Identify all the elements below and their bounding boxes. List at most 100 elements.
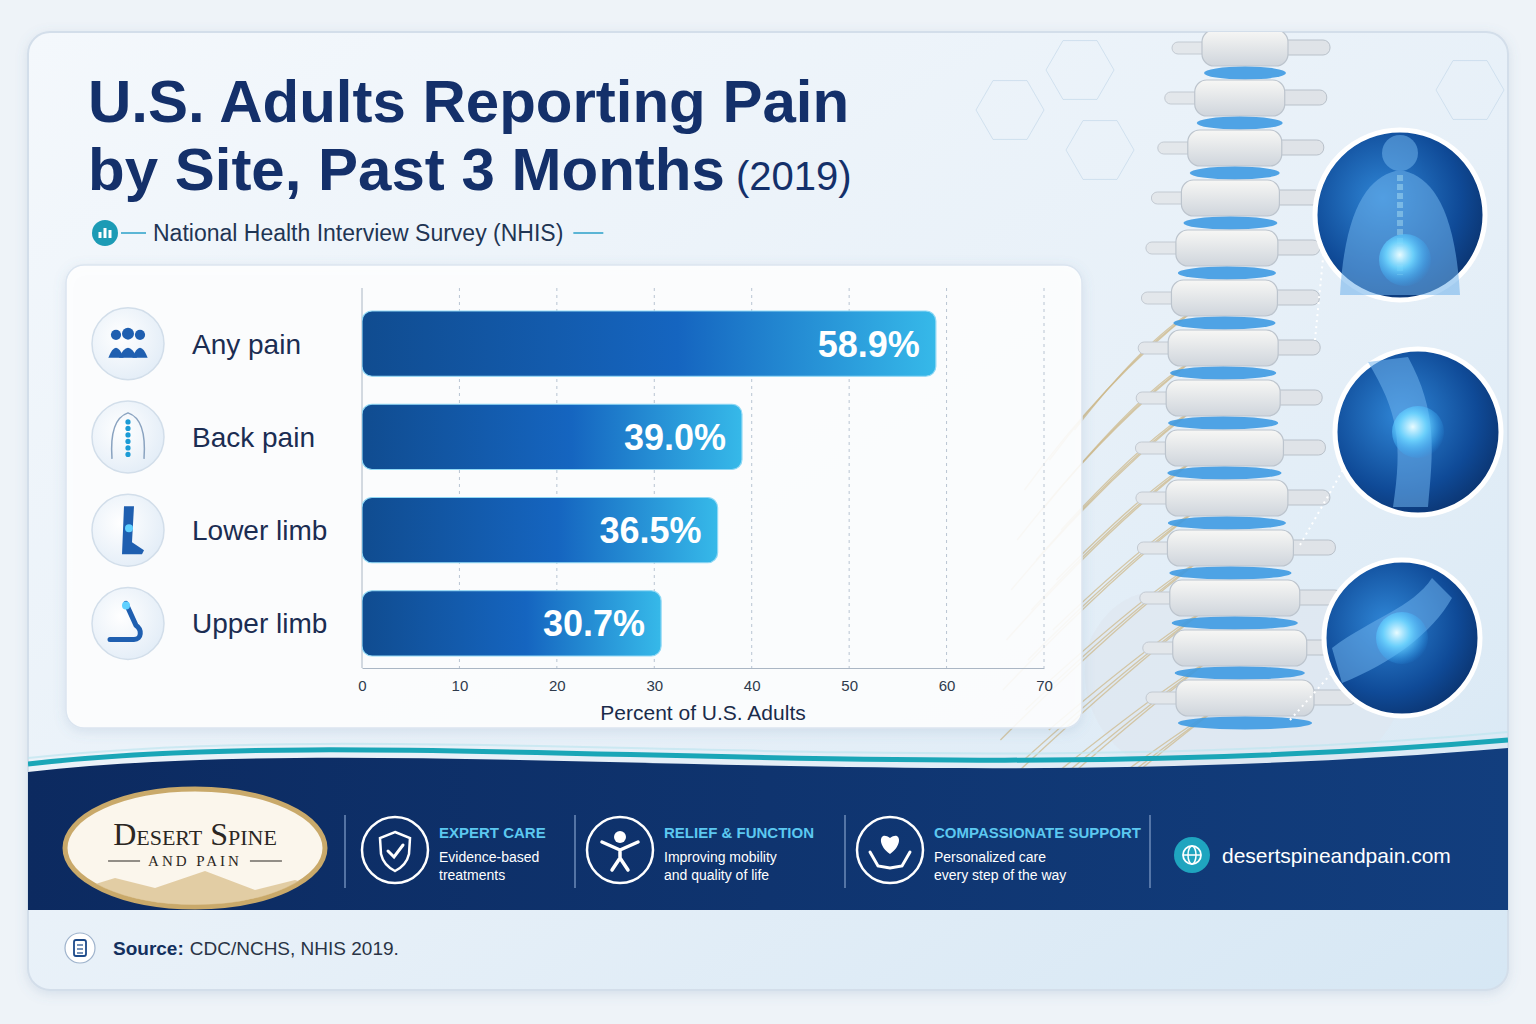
category-icon <box>92 587 164 659</box>
tick-label: 40 <box>744 677 761 694</box>
feature-icon <box>362 817 428 883</box>
source-icon <box>65 933 95 963</box>
title-word: 3 <box>445 136 495 203</box>
tick: 0 <box>358 668 366 694</box>
category-icon-figure <box>122 506 144 554</box>
grid-line <box>946 288 947 668</box>
web-icon-figure <box>1183 854 1201 856</box>
subtitle-rule <box>121 232 146 234</box>
glow <box>1379 234 1431 286</box>
vertebra <box>1170 580 1300 616</box>
icon-part <box>125 419 130 424</box>
category-icon-figure <box>108 328 147 358</box>
disc <box>1190 167 1280 180</box>
tick-label: 30 <box>646 677 663 694</box>
icon-part <box>122 601 130 609</box>
title-word: Adults <box>205 68 406 135</box>
disc <box>1170 367 1276 380</box>
feature-text-line: Improving mobility <box>664 849 777 865</box>
data-labels: 58.9%39.0%36.5%30.7% <box>543 324 920 645</box>
callout-circle <box>1315 130 1485 300</box>
tick-label: 60 <box>939 677 956 694</box>
tick-label: 50 <box>841 677 858 694</box>
vertebra <box>1171 280 1277 316</box>
source-icon-figure <box>77 952 83 953</box>
bars <box>362 311 936 656</box>
feature-icon-figure <box>388 845 403 857</box>
footer-divider <box>1149 815 1151 888</box>
canvas: U.S. Adults Reporting Painby Site, Past … <box>0 0 1536 1024</box>
feature-title: RELIEF & FUNCTION <box>664 824 814 841</box>
footer-band <box>28 748 1508 910</box>
source-label: Source: <box>113 938 184 959</box>
tick-label: 20 <box>549 677 566 694</box>
vertebra <box>1181 180 1279 216</box>
logo-mountains <box>60 871 335 915</box>
data-label: 30.7% <box>543 603 645 644</box>
disc <box>1204 67 1286 80</box>
data-label: 58.9% <box>818 324 920 365</box>
icon-part <box>111 330 121 340</box>
website: desertspineandpain.com <box>1222 844 1451 867</box>
tick-label: 0 <box>358 677 366 694</box>
icon-part <box>125 439 130 444</box>
title-word: Reporting <box>406 68 706 135</box>
bar <box>362 591 661 656</box>
x-axis-title: Percent of U.S. Adults <box>600 701 805 724</box>
category-labels: Any painBack painLower limbUpper limb <box>92 308 327 660</box>
bar <box>362 311 936 376</box>
vertebra <box>1167 530 1293 566</box>
figure <box>1340 170 1460 295</box>
bar <box>362 497 718 562</box>
hex-pattern <box>1436 61 1504 120</box>
tick: 60 <box>939 668 956 694</box>
subtitle-rule <box>573 232 603 234</box>
footer-divider <box>574 815 576 888</box>
background <box>0 0 1536 1024</box>
vertebra <box>1165 430 1283 466</box>
subtitle-icon <box>92 220 118 246</box>
figure <box>1332 578 1452 683</box>
connector <box>1315 253 1324 340</box>
axis-line <box>363 668 1045 669</box>
feature-text: Personalized careevery step of the way <box>934 849 1066 883</box>
web-icon <box>1174 837 1210 873</box>
subtitle-icon-bar <box>104 228 107 238</box>
card <box>28 32 1508 990</box>
icon-part <box>125 524 133 532</box>
feature-text-line: Personalized care <box>934 849 1046 865</box>
figure <box>1382 135 1418 171</box>
footer-divider <box>344 815 346 888</box>
data-label: 36.5% <box>600 510 702 551</box>
callout-figure <box>1340 135 1460 295</box>
hex-pattern <box>1066 121 1134 180</box>
title-word: U.S. <box>88 68 205 135</box>
disc <box>1167 467 1281 480</box>
source-text: CDC/NCHS, NHIS 2019. <box>190 938 399 959</box>
subtitle-icon-bar <box>99 232 102 238</box>
icon-part <box>122 506 144 554</box>
feature-icon <box>587 817 653 883</box>
feature-text: Improving mobilityand quality of life <box>664 849 777 883</box>
footer-divider <box>844 815 846 888</box>
feature-icon-figure <box>870 852 910 868</box>
disc <box>1168 517 1286 530</box>
feature-icon-figure <box>602 842 638 870</box>
subtitle-icon-bar <box>109 230 112 238</box>
feature-text-line: treatments <box>439 867 505 883</box>
hex-pattern <box>976 81 1044 140</box>
callout-circle <box>1324 560 1480 716</box>
footer <box>28 732 1508 910</box>
category-icon <box>92 308 164 380</box>
tick: 40 <box>744 668 761 694</box>
tick: 10 <box>452 668 469 694</box>
icon-part <box>125 432 130 437</box>
disc <box>1169 567 1291 580</box>
source-icon-figure <box>77 948 83 949</box>
vertebra <box>1176 230 1278 266</box>
tick-label: 70 <box>1036 677 1053 694</box>
category-label: Upper limb <box>192 608 327 639</box>
feature-icon-figure <box>614 831 626 843</box>
tick: 70 <box>1036 668 1053 694</box>
icon-part <box>122 328 134 340</box>
